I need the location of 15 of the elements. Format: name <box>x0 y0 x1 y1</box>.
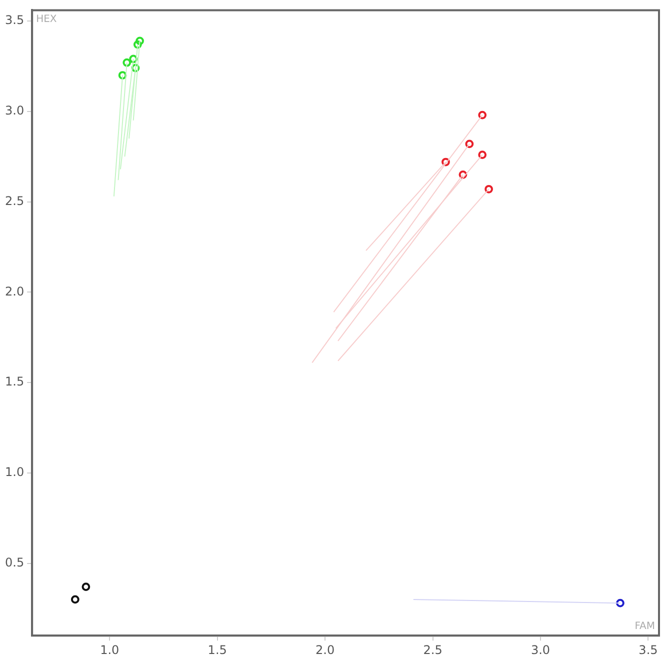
x-tick-label: 1.0 <box>100 642 120 657</box>
x-tick-label: 2.5 <box>423 642 442 657</box>
y-tick-label: 3.5 <box>4 13 24 28</box>
y-axis-title: HEX <box>36 14 57 25</box>
x-tick-label: 1.5 <box>208 642 227 657</box>
x-axis-title: FAM <box>634 621 655 632</box>
y-tick-label: 2.0 <box>4 284 24 298</box>
x-tick-label: 2.0 <box>316 642 335 657</box>
y-tick-label: 1.0 <box>4 465 24 480</box>
y-tick-label: 0.5 <box>4 555 24 570</box>
y-tick-label: 2.5 <box>4 194 24 208</box>
x-tick-label: 3.5 <box>638 642 658 657</box>
y-tick-label: 3.0 <box>4 104 24 118</box>
x-tick-label: 3.0 <box>530 642 550 657</box>
y-tick-label: 1.5 <box>4 374 24 389</box>
